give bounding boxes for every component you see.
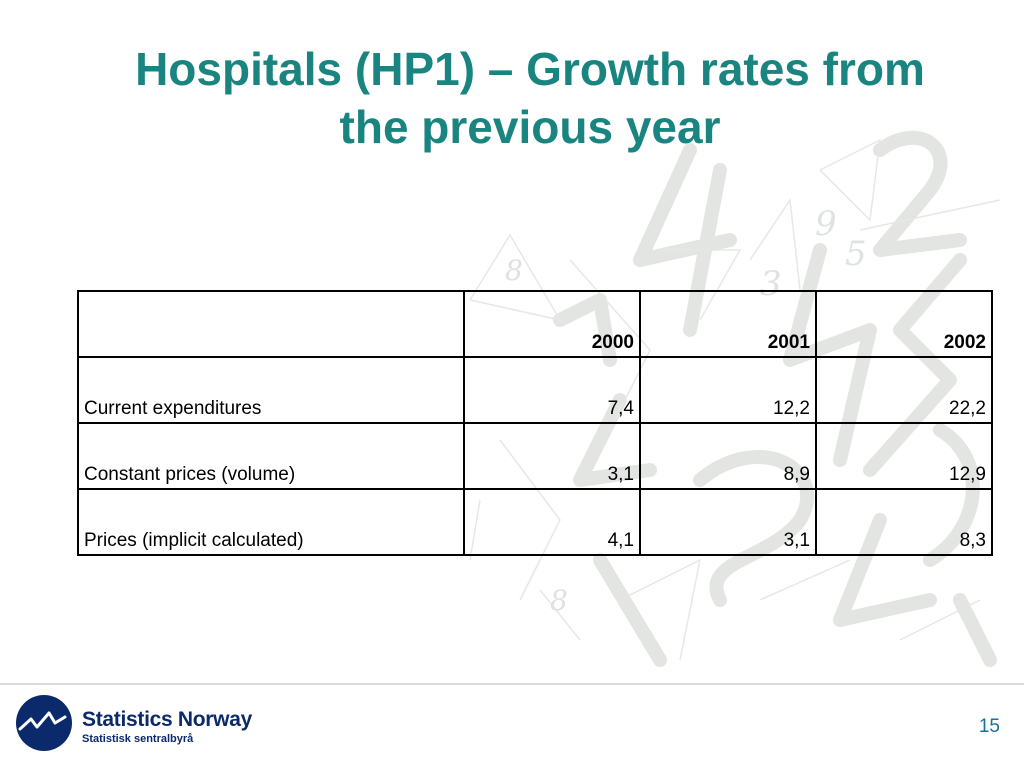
table-cell: 7,4	[463, 356, 641, 424]
table-cell: 3,1	[463, 422, 641, 490]
logo-subtitle: Statistisk sentralbyrå	[82, 733, 194, 745]
table-row: Prices (implicit calculated) 4,1 3,1 8,3	[77, 488, 993, 556]
row-label: Prices (implicit calculated)	[77, 488, 465, 556]
growth-rates-table: 2000 2001 2002 Current expenditures 7,4 …	[77, 290, 993, 556]
table-row: Constant prices (volume) 3,1 8,9 12,9	[77, 422, 993, 490]
table-cell: 4,1	[463, 488, 641, 556]
table-cell: 12,9	[815, 422, 993, 490]
title-line-2: the previous year	[339, 101, 721, 153]
title-line-1: Hospitals (HP1) – Growth rates from	[135, 43, 925, 95]
slide-title: Hospitals (HP1) – Growth rates from the …	[60, 40, 1000, 156]
row-label: Current expenditures	[77, 356, 465, 424]
svg-text:9: 9	[815, 204, 837, 244]
header-cell-2002: 2002	[815, 290, 993, 358]
page-number: 15	[978, 716, 1000, 737]
table-cell: 8,3	[815, 488, 993, 556]
svg-text:8: 8	[550, 584, 568, 617]
footer-divider	[0, 683, 1024, 685]
row-label: Constant prices (volume)	[77, 422, 465, 490]
table-cell: 8,9	[639, 422, 817, 490]
svg-text:8: 8	[505, 254, 523, 287]
table-cell: 12,2	[639, 356, 817, 424]
table-cell: 22,2	[815, 356, 993, 424]
logo-name: Statistics Norway	[82, 708, 252, 731]
header-cell-2001: 2001	[639, 290, 817, 358]
header-cell-2000: 2000	[463, 290, 641, 358]
table-header-row: 2000 2001 2002	[77, 290, 993, 358]
ssb-wave-logo-icon	[16, 695, 72, 751]
header-cell-empty	[77, 290, 465, 358]
table-cell: 3,1	[639, 488, 817, 556]
svg-text:5: 5	[845, 234, 867, 274]
table-row: Current expenditures 7,4 12,2 22,2	[77, 356, 993, 424]
